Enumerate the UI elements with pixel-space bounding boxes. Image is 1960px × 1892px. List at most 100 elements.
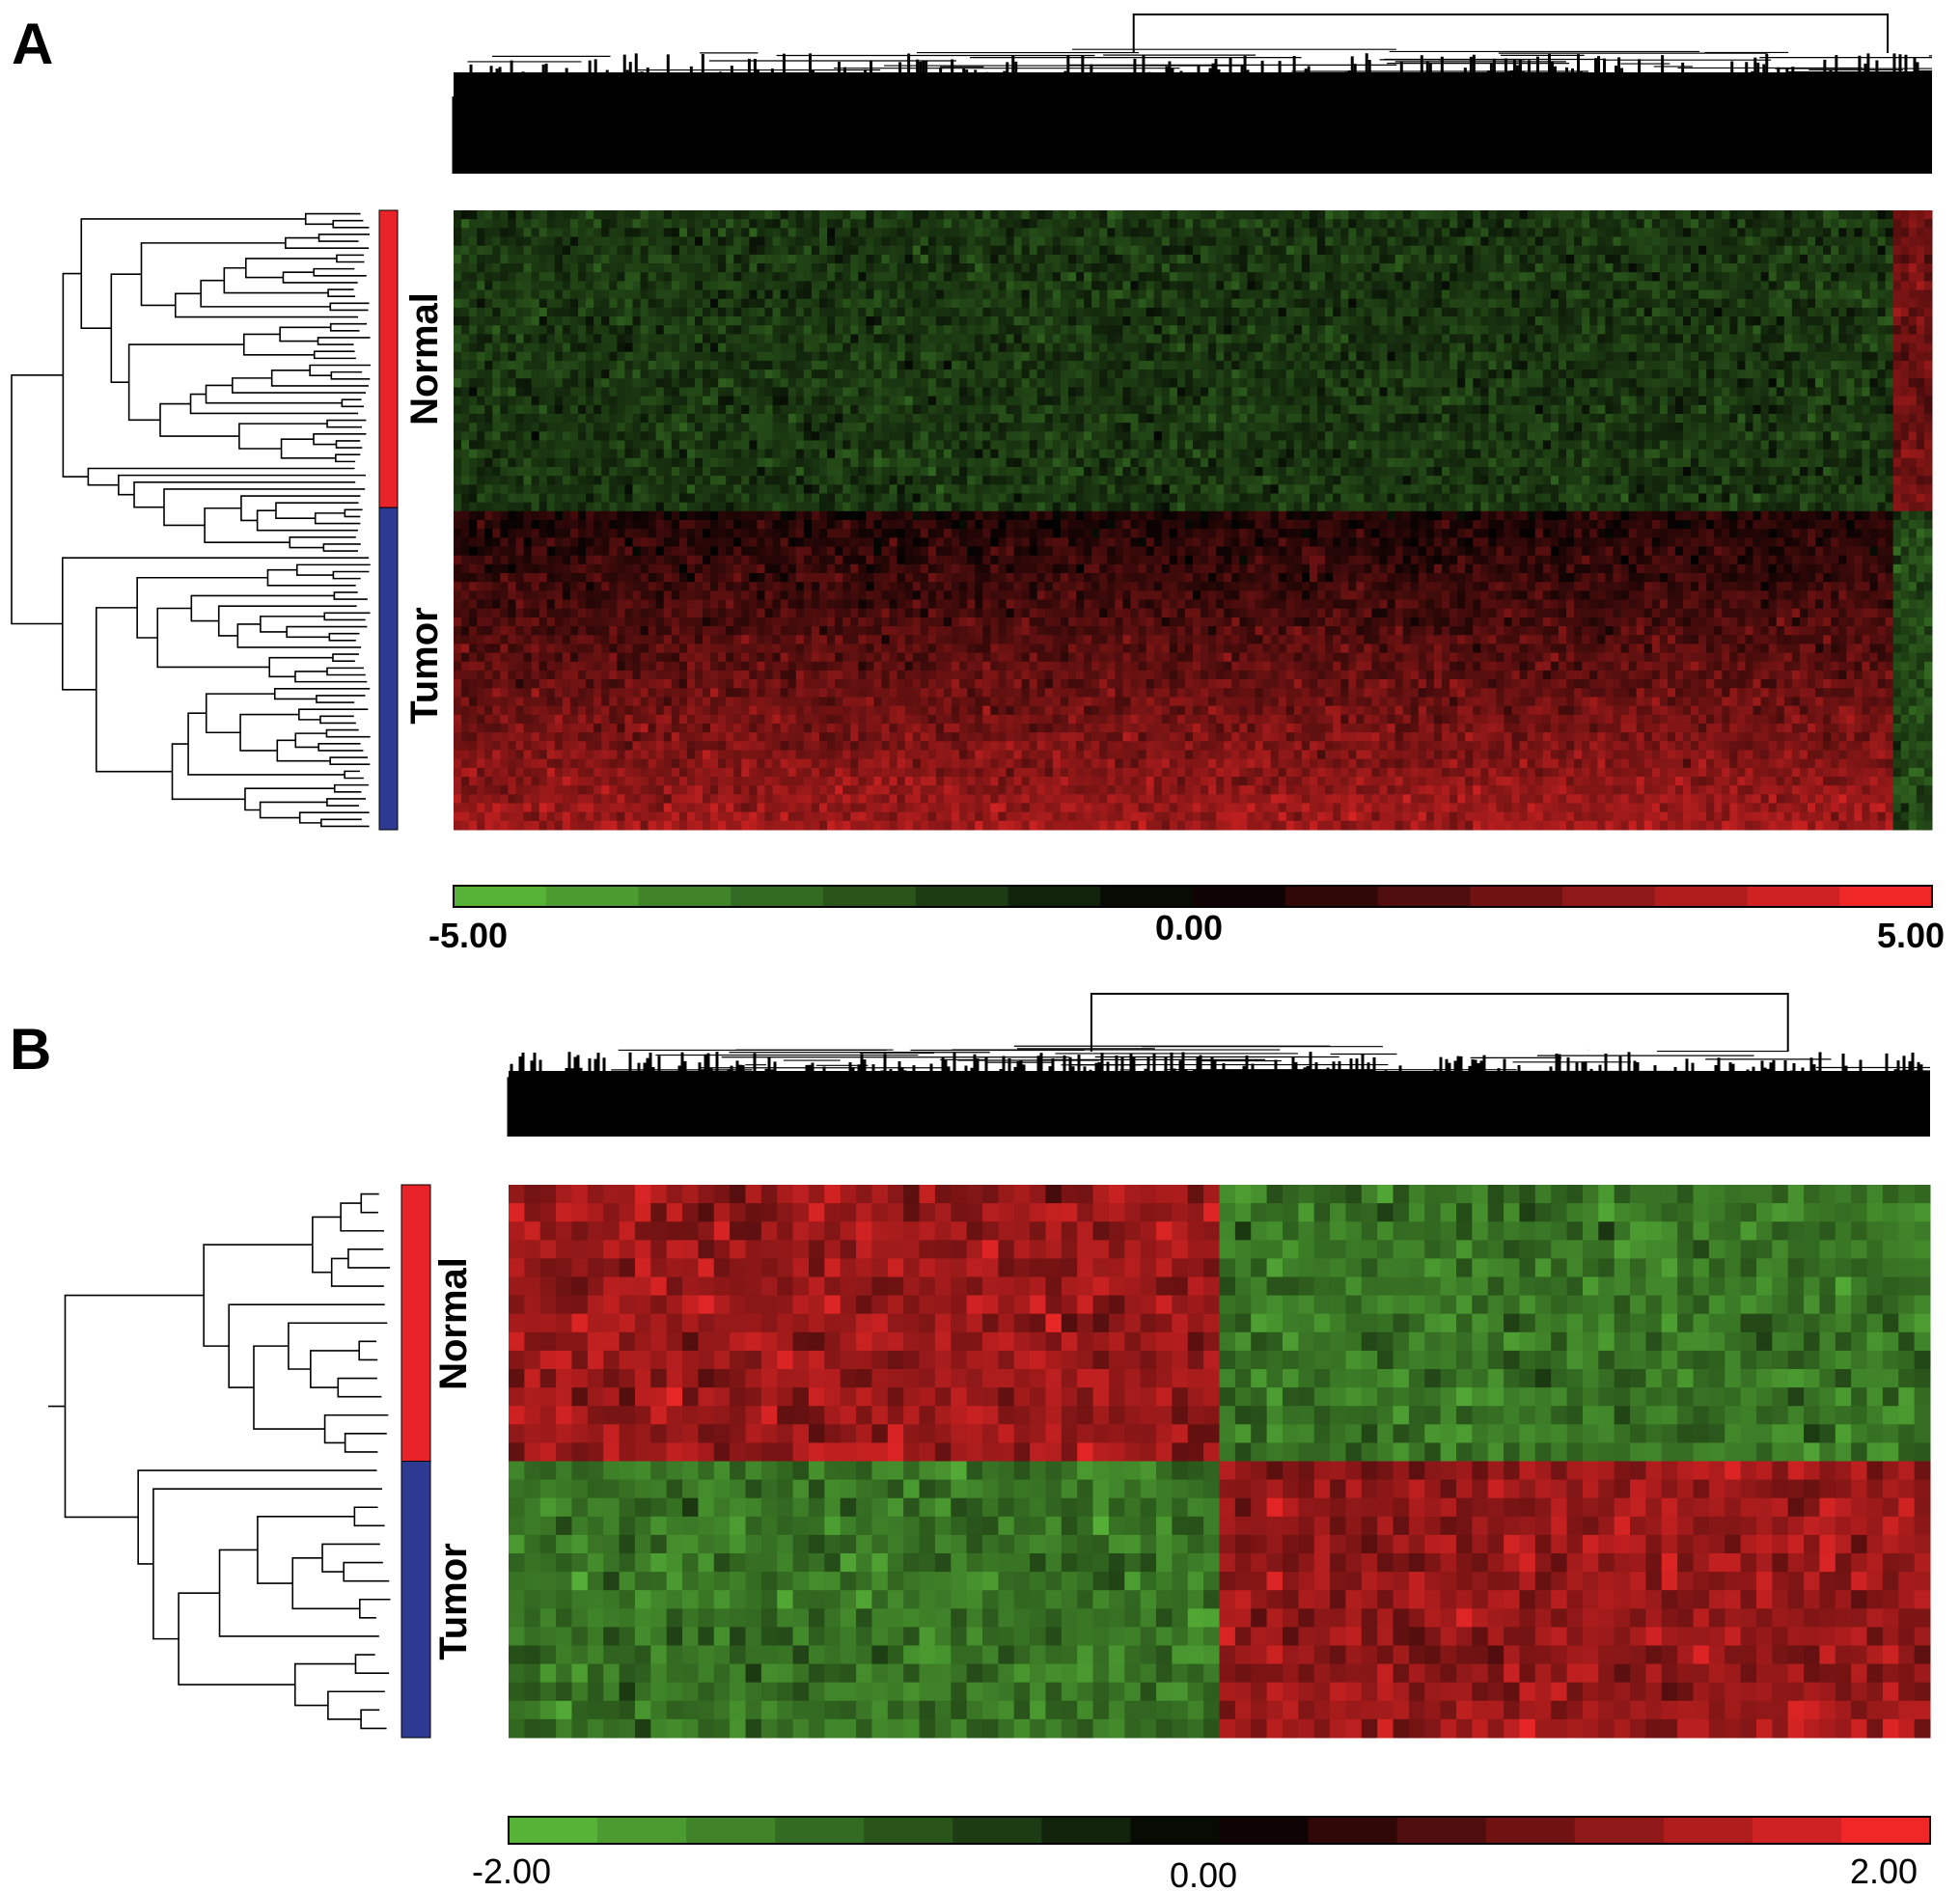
heatmap-cell <box>609 210 618 220</box>
heatmap-cell <box>1768 334 1778 344</box>
heatmap-cell <box>1270 343 1280 353</box>
heatmap-cell <box>818 272 828 282</box>
heatmap-cell <box>1317 387 1326 398</box>
heatmap-cell <box>678 219 688 229</box>
heatmap-cell <box>943 370 952 379</box>
heatmap-cell <box>601 210 610 220</box>
dendrogram-branch <box>298 811 370 824</box>
dendrogram-branch <box>326 798 366 807</box>
heatmap-cell <box>1892 254 1902 264</box>
heatmap-cell <box>500 263 509 273</box>
heatmap-cell <box>1643 343 1653 353</box>
heatmap-cell <box>835 298 843 309</box>
heatmap-cell <box>1301 360 1311 370</box>
heatmap-cell <box>1091 404 1100 415</box>
heatmap-cell <box>1138 281 1147 291</box>
heatmap-cell <box>1885 343 1894 353</box>
heatmap-cell <box>1052 378 1062 388</box>
heatmap-cell <box>927 387 937 398</box>
heatmap-cell <box>943 307 952 317</box>
heatmap-cell <box>1231 404 1240 415</box>
heatmap-cell <box>1714 387 1723 398</box>
heatmap-cell <box>827 378 836 388</box>
heatmap-cell <box>920 254 929 264</box>
heatmap-cell <box>741 316 750 326</box>
heatmap-cell <box>1496 396 1505 406</box>
heatmap-cell <box>492 351 501 362</box>
heatmap-cell <box>1869 378 1879 388</box>
heatmap-cell <box>1231 210 1240 220</box>
heatmap-cell <box>803 245 813 256</box>
heatmap-cell <box>578 210 587 220</box>
heatmap-cell <box>1193 245 1201 256</box>
heatmap-cell <box>1285 210 1295 220</box>
heatmap-cell <box>1107 387 1116 398</box>
heatmap-cell <box>1900 387 1910 398</box>
heatmap-cell <box>1706 298 1715 309</box>
heatmap-cell <box>1892 263 1902 273</box>
heatmap-cell <box>850 245 859 256</box>
heatmap-cell <box>562 307 571 317</box>
heatmap-cell <box>1558 334 1567 344</box>
heatmap-cell <box>1768 272 1778 282</box>
heatmap-cell <box>1348 334 1357 344</box>
heatmap-cell <box>842 236 851 247</box>
heatmap-cell <box>1519 307 1529 317</box>
heatmap-cell <box>1643 281 1653 291</box>
heatmap-cell <box>818 307 828 317</box>
heatmap-cell <box>1325 316 1334 326</box>
heatmap-cell <box>1201 370 1209 379</box>
heatmap-cell <box>904 360 914 370</box>
heatmap-cell <box>1558 210 1567 220</box>
heatmap-cell <box>586 245 594 256</box>
heatmap-cell <box>1582 219 1590 229</box>
heatmap-cell <box>1706 263 1715 273</box>
heatmap-cell <box>461 272 470 282</box>
heatmap-cell <box>1698 219 1707 229</box>
heatmap-cell <box>1885 307 1894 317</box>
heatmap-cell <box>897 307 906 317</box>
heatmap-cell <box>1737 370 1746 379</box>
heatmap-cell <box>1465 254 1474 264</box>
heatmap-cell <box>1418 219 1427 229</box>
heatmap-cell <box>1036 307 1046 317</box>
heatmap-cell <box>1691 298 1699 309</box>
heatmap-cell <box>1605 272 1614 282</box>
heatmap-cell <box>920 263 929 273</box>
heatmap-cell <box>1613 360 1621 370</box>
heatmap-cell <box>1169 210 1178 220</box>
heatmap-cell <box>897 254 906 264</box>
heatmap-cell <box>1153 316 1163 326</box>
heatmap-cell <box>967 272 976 282</box>
heatmap-cell <box>990 360 999 370</box>
heatmap-cell <box>1737 396 1746 406</box>
heatmap-cell <box>1301 272 1311 282</box>
heatmap-cell <box>952 219 960 229</box>
heatmap-cell <box>1348 281 1357 291</box>
heatmap-cell <box>562 370 571 379</box>
heatmap-cell <box>492 343 501 353</box>
heatmap-cell <box>787 272 797 282</box>
heatmap-cell <box>920 387 929 398</box>
heatmap-cell <box>1161 396 1171 406</box>
heatmap-cell <box>1753 281 1762 291</box>
heatmap-cell <box>454 281 462 291</box>
heatmap-cell <box>1278 263 1287 273</box>
heatmap-cell <box>1674 396 1684 406</box>
heatmap-cell <box>780 281 789 291</box>
heatmap-cell <box>1885 228 1894 238</box>
heatmap-cell <box>648 298 657 309</box>
heatmap-cell <box>764 228 774 238</box>
heatmap-cell <box>935 316 945 326</box>
heatmap-cell <box>787 263 797 273</box>
heatmap-cell <box>1815 378 1824 388</box>
heatmap-cell <box>1364 325 1372 335</box>
heatmap-cell <box>1309 316 1318 326</box>
heatmap-cell <box>1325 334 1334 344</box>
heatmap-cell <box>655 360 665 370</box>
heatmap-cell <box>1597 281 1606 291</box>
heatmap-cell <box>1776 219 1785 229</box>
heatmap-cell <box>1356 298 1365 309</box>
heatmap-cell <box>749 404 758 415</box>
heatmap-cell <box>1231 281 1240 291</box>
